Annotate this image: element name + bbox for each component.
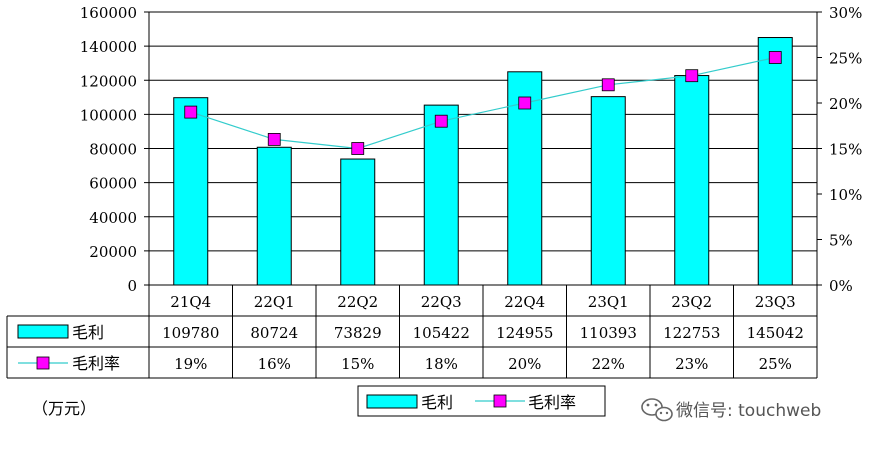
line-value-label: 19%	[174, 355, 207, 373]
line-marker	[267, 132, 281, 146]
y-left-tick-label: 40000	[89, 209, 137, 227]
y-right-tick-label: 20%	[829, 95, 862, 113]
y-right-tick-label: 30%	[829, 4, 862, 22]
bar-value-label: 145042	[747, 324, 804, 342]
category-label: 22Q4	[504, 293, 545, 311]
bar	[173, 97, 209, 286]
row-key-marker	[36, 356, 50, 370]
category-label: 22Q2	[337, 293, 378, 311]
y-left-tick-label: 140000	[80, 38, 137, 56]
watermark: 微信号: touchweb	[641, 398, 821, 422]
y-left-tick-label: 80000	[89, 141, 137, 159]
y-right-tick-label: 0%	[829, 277, 853, 295]
bar-value-label: 110393	[580, 324, 637, 342]
line-marker	[601, 78, 615, 92]
line-value-label: 23%	[675, 355, 708, 373]
line-marker	[685, 69, 699, 83]
category-label: 23Q2	[671, 293, 712, 311]
gridlines	[148, 11, 818, 286]
line-value-label: 20%	[508, 355, 541, 373]
bar-value-label: 73829	[334, 324, 382, 342]
axes: 0 20000 40000 60000 80000 100000 120000 140000 1…	[80, 4, 863, 295]
legend-key-marker	[493, 394, 507, 408]
legend-label-line: 毛利率	[528, 393, 576, 412]
bar-value-label: 124955	[496, 324, 553, 342]
bar	[590, 96, 626, 286]
bar	[674, 75, 710, 286]
category-label: 22Q1	[254, 293, 295, 311]
y-left-tick-label: 160000	[80, 4, 137, 22]
y-right-tick-label: 25%	[829, 50, 862, 68]
legend: 毛利 毛利率	[357, 385, 606, 417]
row-header-bar: 毛利	[72, 323, 104, 342]
row-header-line: 毛利率	[72, 354, 120, 373]
line-marker	[184, 105, 198, 119]
line-marker	[518, 96, 532, 110]
y-left-tick-label: 0	[127, 277, 137, 295]
category-label: 23Q3	[755, 293, 796, 311]
y-left-tick-label: 120000	[80, 72, 137, 90]
y-left-tick-label: 60000	[89, 175, 137, 193]
category-label: 21Q4	[170, 293, 211, 311]
y-left-tick-label: 20000	[89, 243, 137, 261]
line-value-label: 25%	[759, 355, 792, 373]
legend-label-bar: 毛利	[421, 393, 453, 412]
bar	[757, 37, 793, 286]
bar-value-label: 109780	[162, 324, 219, 342]
line-value-label: 22%	[592, 355, 625, 373]
bar-value-label: 122753	[663, 324, 720, 342]
wechat-icon	[641, 398, 673, 422]
y-right-tick-label: 15%	[829, 141, 862, 159]
row-key-bar	[17, 324, 69, 339]
line-marker	[434, 114, 448, 128]
line-value-label: 16%	[258, 355, 291, 373]
y-right-tick-label: 10%	[829, 186, 862, 204]
line-path	[190, 56, 776, 150]
unit-label: （万元）	[32, 399, 96, 418]
y-left-tick-label: 100000	[80, 106, 137, 124]
legend-key-bar	[366, 394, 418, 409]
line-marker	[351, 142, 365, 155]
line-marker	[768, 51, 782, 64]
bar-value-label: 105422	[413, 324, 470, 342]
bar-value-label: 80724	[250, 324, 298, 342]
bar	[256, 146, 292, 286]
category-label: 22Q3	[421, 293, 462, 311]
bar-series	[173, 37, 793, 286]
line-value-label: 18%	[425, 355, 458, 373]
category-label: 23Q1	[588, 293, 629, 311]
y-right-tick-label: 5%	[829, 232, 853, 250]
line-value-label: 15%	[341, 355, 374, 373]
watermark-text: 微信号: touchweb	[676, 401, 821, 421]
bar	[340, 158, 376, 286]
data-table: 21Q4 22Q1 22Q2 22Q3 22Q4 23Q1 23Q2 23Q3 109780 80…	[6, 284, 818, 379]
bar	[423, 104, 459, 286]
line-series	[184, 51, 782, 155]
